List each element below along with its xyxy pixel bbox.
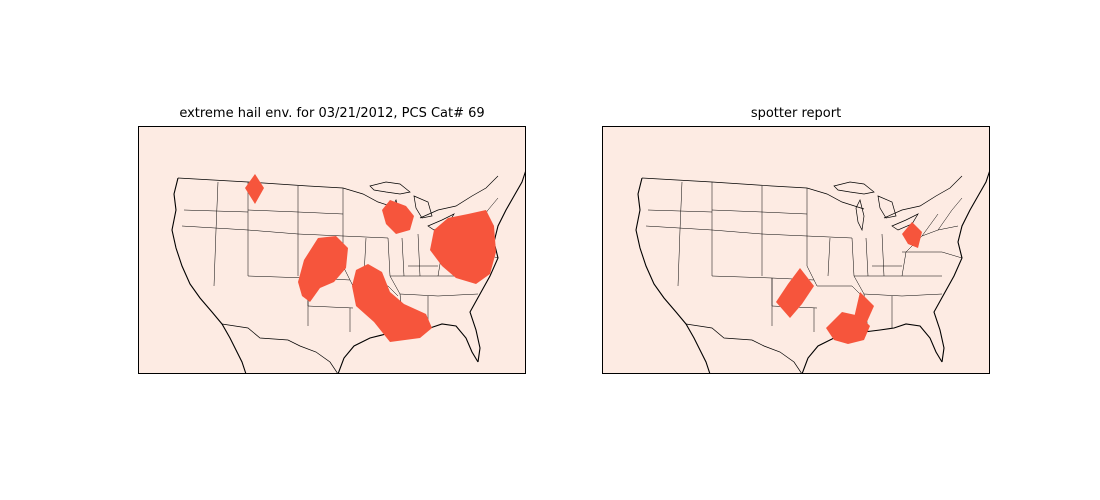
canada-border-east: [419, 175, 499, 219]
hail-region-east-coast: [430, 210, 496, 284]
mexico-border: [685, 323, 803, 374]
hail-region-montana: [245, 174, 264, 204]
hail-region-ohio-valley: [382, 200, 414, 234]
lake-superior: [833, 181, 875, 195]
spotter-regions: [776, 222, 922, 344]
spotter-region-oklahoma: [776, 268, 814, 318]
left-map-panel: [138, 126, 526, 374]
pacific-coast: [171, 177, 247, 374]
left-panel-title: extreme hail env. for 03/21/2012, PCS Ca…: [179, 106, 485, 121]
gulf-coast: [801, 323, 943, 374]
mexico-border: [221, 323, 339, 374]
hail-region-lower-mississippi: [352, 264, 432, 342]
lake-superior: [369, 181, 411, 195]
spotter-region-gulf: [826, 312, 870, 344]
lake-michigan: [855, 198, 865, 232]
lake-huron: [877, 195, 897, 219]
map-frame: [602, 126, 990, 374]
map-frame: [138, 126, 526, 374]
map-background: [602, 126, 990, 374]
lake-erie: [891, 213, 919, 231]
state-lines: [645, 181, 963, 333]
hail-region-plains: [298, 236, 348, 302]
right-map-panel: [602, 126, 990, 374]
us-map-outline: [602, 126, 990, 374]
right-panel-title: spotter report: [750, 106, 842, 121]
canada-border-east: [883, 175, 963, 219]
pacific-coast: [635, 177, 711, 374]
hail-regions: [245, 174, 496, 342]
spotter-region-virginia: [902, 222, 922, 248]
lake-huron: [413, 195, 433, 219]
